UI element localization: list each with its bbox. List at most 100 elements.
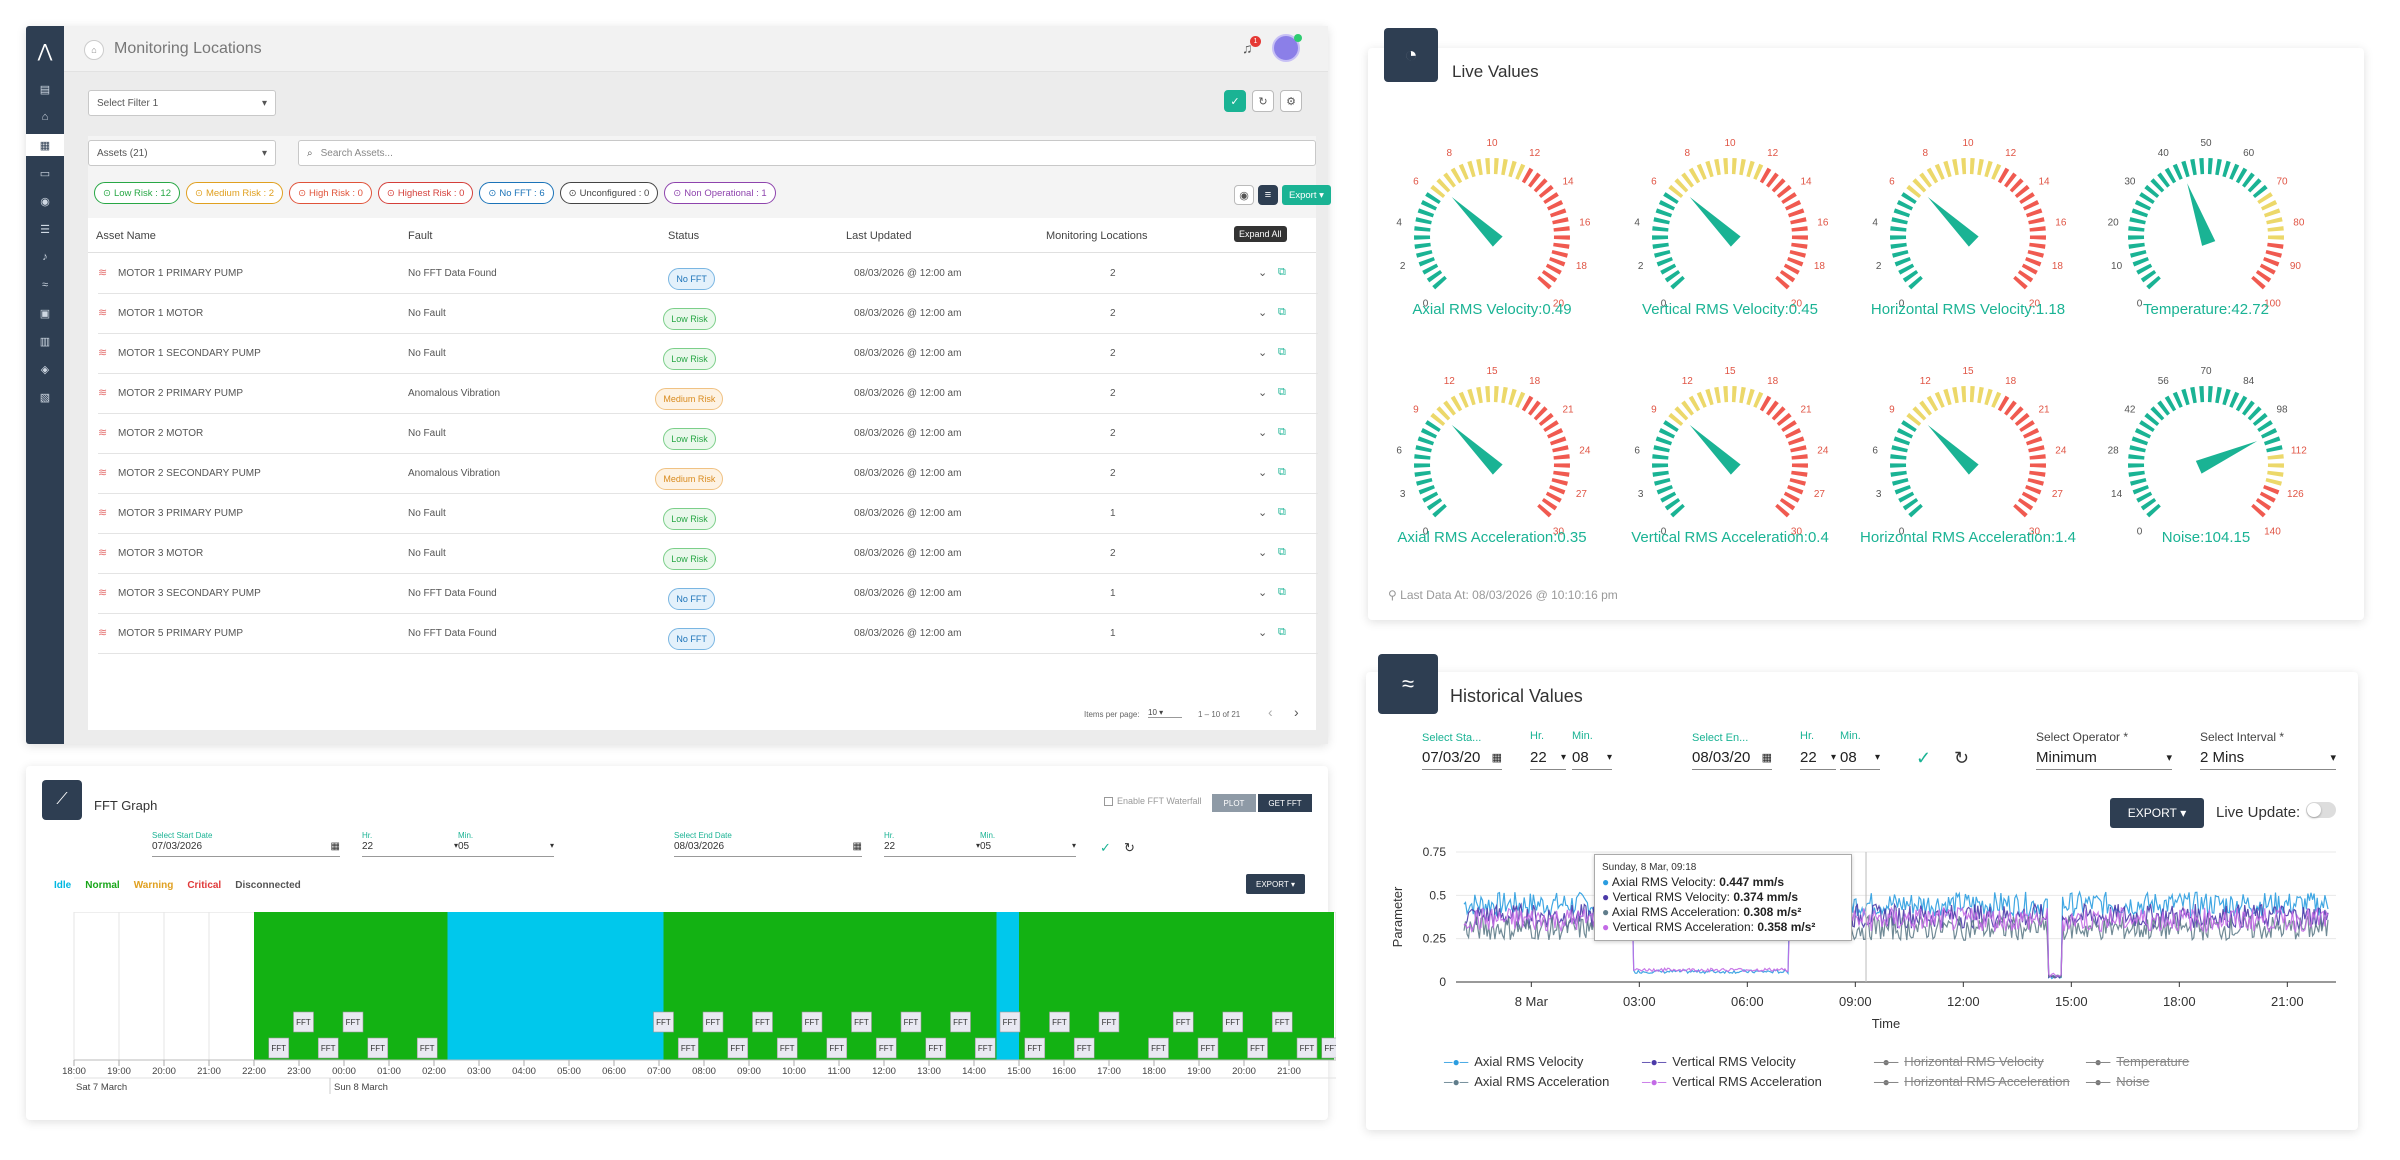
table-row[interactable]: ≋ MOTOR 2 MOTOR No Fault Low Risk 08/03/2026… [98,414,1318,454]
nav-reports-icon[interactable]: ☰ [40,223,50,236]
fft-legend-item[interactable]: Idle [54,880,72,891]
fft-marker-label[interactable]: FFT [755,1018,770,1027]
table-row[interactable]: ≋ MOTOR 2 SECONDARY PUMP Anomalous Vibrati… [98,454,1318,494]
asset-name[interactable]: MOTOR 2 MOTOR [118,428,204,439]
assets-select[interactable]: Assets (21) ▾ [88,140,276,166]
chevron-down-icon[interactable]: ⌄ [1258,627,1268,639]
nav-monitor-icon[interactable]: ▭ [39,167,51,180]
fft-start-hr-select[interactable]: 22 ▾ [362,841,458,857]
chevron-down-icon[interactable]: ⌄ [1258,507,1268,519]
hv-refresh-icon[interactable]: ↻ [1954,748,1970,768]
fft-legend-item[interactable]: Disconnected [235,880,301,891]
get-fft-button[interactable]: GET FFT [1258,794,1312,812]
fft-marker-label[interactable]: FFT [321,1044,336,1053]
fft-legend-item[interactable]: Critical [187,880,222,891]
chevron-down-icon[interactable]: ⌄ [1258,387,1268,399]
chevron-down-icon[interactable]: ⌄ [1258,347,1268,359]
fft-marker-label[interactable]: FFT [706,1018,721,1027]
next-page-icon[interactable]: › [1294,704,1299,720]
nav-settings-icon[interactable]: ▧ [39,391,51,404]
fft-marker-label[interactable]: FFT [1151,1044,1166,1053]
asset-name[interactable]: MOTOR 1 SECONDARY PUMP [118,348,261,359]
fft-marker-label[interactable]: FFT [1176,1018,1191,1027]
fft-marker-label[interactable]: FFT [730,1044,745,1053]
open-external-icon[interactable]: ⧉ [1278,386,1286,398]
fft-marker-label[interactable]: FFT [656,1018,671,1027]
fft-marker-label[interactable]: FFT [1027,1044,1042,1053]
risk-filter-pill[interactable]: ⊙ Unconfigured : 0 [559,182,659,204]
nav-trend-icon[interactable]: ≈ [41,279,49,291]
nav-docs-icon[interactable]: ▥ [39,335,51,348]
legend-item[interactable]: ─●─ Vertical RMS Velocity [1642,1054,1796,1069]
asset-name[interactable]: MOTOR 1 PRIMARY PUMP [118,268,244,279]
open-external-icon[interactable]: ⧉ [1278,426,1286,438]
nav-pin-icon[interactable]: ◈ [40,363,50,376]
hv-start-min[interactable]: 08 ▾ [1572,746,1612,770]
refresh-button[interactable]: ↻ [1252,90,1274,112]
table-row[interactable]: ≋ MOTOR 5 PRIMARY PUMP No FFT Data Found No… [98,614,1318,654]
asset-name[interactable]: MOTOR 2 SECONDARY PUMP [118,468,261,479]
risk-filter-pill[interactable]: ⊙ Non Operational : 1 [664,182,776,204]
chevron-down-icon[interactable]: ⌄ [1258,467,1268,479]
legend-item[interactable]: ─●─ Vertical RMS Acceleration [1642,1074,1822,1089]
hv-apply-check-icon[interactable]: ✓ [1916,748,1932,768]
operator-select[interactable]: Minimum ▾ [2036,746,2172,770]
items-per-page-select[interactable]: 10 ▾ [1148,708,1182,718]
table-row[interactable]: ≋ MOTOR 3 MOTOR No Fault Low Risk 08/03/2026… [98,534,1318,574]
fft-marker-label[interactable]: FFT [1102,1018,1117,1027]
fft-marker-label[interactable]: FFT [1077,1044,1092,1053]
table-row[interactable]: ≋ MOTOR 2 PRIMARY PUMP Anomalous Vibration… [98,374,1318,414]
fft-marker-label[interactable]: FFT [904,1018,919,1027]
table-row[interactable]: ≋ MOTOR 1 SECONDARY PUMP No Fault Low Risk 0… [98,334,1318,374]
legend-item[interactable]: ─●─ Horizontal RMS Acceleration [1874,1074,2070,1089]
interval-select[interactable]: 2 Mins ▾ [2200,746,2336,770]
fft-marker-label[interactable]: FFT [1250,1044,1265,1053]
fft-marker-label[interactable]: FFT [879,1044,894,1053]
hv-end-min[interactable]: 08 ▾ [1840,746,1880,770]
open-external-icon[interactable]: ⧉ [1278,266,1286,278]
fft-marker-label[interactable]: FFT [1324,1044,1336,1053]
plot-button[interactable]: PLOT [1212,794,1256,812]
chevron-down-icon[interactable]: ⌄ [1258,587,1268,599]
legend-item[interactable]: ─●─ Temperature [2086,1054,2189,1069]
nav-dashboard-icon[interactable]: ▤ [39,83,51,96]
legend-item[interactable]: ─●─ Horizontal RMS Velocity [1874,1054,2044,1069]
legend-item[interactable]: ─●─ Axial RMS Acceleration [1444,1074,1609,1089]
legend-item[interactable]: ─●─ Noise [2086,1074,2150,1089]
calendar-icon[interactable]: ▦ [852,841,862,852]
live-update-toggle[interactable] [2306,802,2336,818]
chevron-down-icon[interactable]: ⌄ [1258,267,1268,279]
fft-legend-item[interactable]: Normal [85,880,120,891]
search-input[interactable]: ⌕ Search Assets... [298,140,1316,166]
nav-user-icon[interactable]: ◉ [40,195,50,208]
fft-marker-label[interactable]: FFT [854,1018,869,1027]
hv-export-button[interactable]: EXPORT ▾ [2110,798,2204,828]
open-external-icon[interactable]: ⧉ [1278,306,1286,318]
hv-start-hr[interactable]: 22 ▾ [1530,746,1566,770]
settings-gear-button[interactable]: ⚙ [1280,90,1302,112]
risk-filter-pill[interactable]: ⊙ High Risk : 0 [289,182,372,204]
asset-name[interactable]: MOTOR 3 SECONDARY PUMP [118,588,261,599]
fft-marker-label[interactable]: FFT [296,1018,311,1027]
fft-marker-label[interactable]: FFT [1225,1018,1240,1027]
fft-end-hr-select[interactable]: 22 ▾ [884,841,980,857]
fft-start-min-select[interactable]: 05 ▾ [458,841,554,857]
fft-apply-check-icon[interactable]: ✓ [1100,840,1111,855]
hv-end-hr[interactable]: 22 ▾ [1800,746,1836,770]
fft-marker-label[interactable]: FFT [1300,1044,1315,1053]
export-button[interactable]: Export ▾ [1282,185,1331,205]
back-icon[interactable]: ⌂ [84,40,104,60]
fft-marker-label[interactable]: FFT [978,1044,993,1053]
risk-filter-pill[interactable]: ⊙ Low Risk : 12 [94,182,180,204]
fft-marker-label[interactable]: FFT [370,1044,385,1053]
nav-bell-icon[interactable]: ♪ [42,251,48,263]
waterfall-toggle[interactable]: Enable FFT Waterfall [1104,796,1202,806]
table-row[interactable]: ≋ MOTOR 1 MOTOR No Fault Low Risk 08/03/2026… [98,294,1318,334]
col-last-updated[interactable]: Last Updated [846,230,912,242]
col-monitoring-locations[interactable]: Monitoring Locations [1046,230,1148,242]
calendar-icon[interactable]: ▦ [330,841,340,852]
open-external-icon[interactable]: ⧉ [1278,546,1286,558]
fft-marker-label[interactable]: FFT [805,1018,820,1027]
risk-filter-pill[interactable]: ⊙ Highest Risk : 0 [377,182,474,204]
fft-start-date-input[interactable]: 07/03/2026 ▦ [152,841,340,857]
